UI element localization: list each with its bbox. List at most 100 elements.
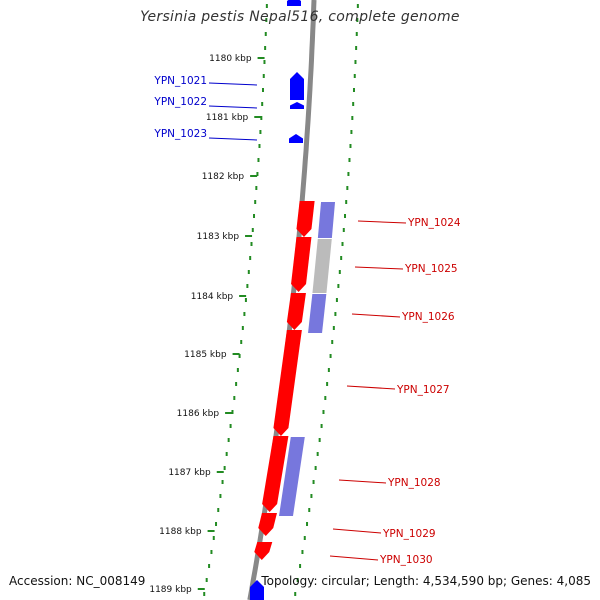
- reverse-gene-label: YPN_1029: [382, 528, 436, 540]
- ruler-tick-label: 1188 kbp: [159, 527, 202, 537]
- inner-scale-dot: [256, 172, 259, 176]
- inner-scale-dot: [233, 396, 236, 400]
- secondary-feature-bar: [278, 437, 305, 516]
- inner-scale-dot: [250, 242, 253, 246]
- reverse-gene-arrow: [254, 542, 273, 560]
- inner-scale-dot: [229, 424, 232, 428]
- inner-scale-dot: [264, 32, 267, 36]
- reverse-gene-arrow: [262, 436, 289, 512]
- inner-scale-dot: [244, 298, 247, 302]
- outer-scale-dot: [335, 298, 338, 302]
- outer-scale-dot: [352, 102, 355, 106]
- inner-scale-dot: [257, 158, 260, 162]
- inner-scale-dot: [227, 438, 230, 442]
- inner-scale-dot: [259, 130, 262, 134]
- inner-scale-dot: [235, 382, 238, 386]
- outer-scale-dot: [331, 340, 334, 344]
- ruler-tick: [216, 471, 224, 473]
- ruler-tick: [207, 530, 215, 532]
- reverse-gene-arrow: [286, 293, 306, 330]
- outer-scale-dot: [338, 270, 341, 274]
- forward-gene-top-arrow: [287, 0, 301, 6]
- inner-scale-dot: [210, 550, 213, 554]
- outer-scale-dot: [296, 578, 299, 582]
- reverse-gene-arrow: [258, 513, 277, 536]
- ruler-tick: [232, 353, 240, 355]
- outer-scale-dot: [344, 214, 347, 218]
- outer-scale-dot: [308, 508, 311, 512]
- reverse-gene-label: YPN_1025: [404, 263, 458, 275]
- outer-scale-dot: [332, 326, 335, 330]
- inner-scale-dot: [261, 102, 264, 106]
- inner-scale-dot: [203, 592, 206, 596]
- outer-scale-dot: [303, 536, 306, 540]
- map-title: Yersinia pestis Nepal516, complete genom…: [140, 9, 460, 25]
- outer-scale-dot: [320, 424, 323, 428]
- ruler-tick-label: 1186 kbp: [177, 409, 220, 419]
- forward-gene-arrow: [290, 72, 304, 100]
- reverse-gene-label: YPN_1024: [407, 217, 461, 229]
- outer-scale-dot: [324, 396, 327, 400]
- topology-label: Topology: circular; Length: 4,534,590 bp…: [261, 574, 591, 588]
- forward-gene-leader: [208, 137, 258, 141]
- reverse-gene-leader: [332, 528, 382, 534]
- forward-gene-arrow: [289, 134, 303, 143]
- ruler-tick: [197, 588, 205, 590]
- inner-scale-dot: [205, 578, 208, 582]
- reverse-gene-leader: [354, 266, 404, 270]
- outer-scale-dot: [346, 186, 349, 190]
- inner-scale-dot: [231, 410, 234, 414]
- inner-scale-dot: [212, 536, 215, 540]
- outer-scale-dot: [322, 410, 325, 414]
- forward-gene-label: YPN_1023: [153, 128, 207, 140]
- outer-scale-dot: [327, 368, 330, 372]
- outer-scale-dot: [299, 564, 302, 568]
- reverse-gene-leader: [346, 385, 396, 390]
- outer-scale-dot: [312, 480, 315, 484]
- outer-scale-dot: [342, 228, 345, 232]
- forward-gene-label: YPN_1022: [153, 96, 207, 108]
- outer-scale-dot: [351, 116, 354, 120]
- outer-scale-dot: [306, 522, 309, 526]
- outer-scale-dot: [326, 382, 329, 386]
- outer-scale-dot: [345, 200, 348, 204]
- inner-scale-dot: [249, 256, 252, 260]
- inner-scale-dot: [246, 284, 249, 288]
- outer-scale-dot: [348, 158, 351, 162]
- reverse-gene-arrow: [291, 237, 312, 292]
- outer-scale-dot: [329, 354, 332, 358]
- ruler-tick-label: 1181 kbp: [206, 113, 249, 123]
- ruler-tick-label: 1185 kbp: [184, 350, 227, 360]
- outer-scale-dot: [349, 144, 352, 148]
- inner-scale-dot: [253, 214, 256, 218]
- outer-scale-dot: [334, 312, 337, 316]
- outer-scale-dot: [354, 60, 357, 64]
- inner-scale-dot: [217, 508, 220, 512]
- outer-scale-dot: [316, 452, 319, 456]
- ruler-tick: [225, 412, 233, 414]
- inner-scale-dot: [261, 88, 264, 92]
- ruler-tick: [245, 235, 253, 237]
- secondary-feature-bar: [317, 202, 336, 238]
- reverse-gene-label: YPN_1027: [396, 384, 450, 396]
- outer-scale-dot: [341, 242, 344, 246]
- reverse-gene-leader: [351, 313, 401, 318]
- forward-gene-bottom-arrow: [250, 580, 264, 600]
- ruler-tick-label: 1184 kbp: [191, 292, 234, 302]
- inner-scale-dot: [262, 74, 265, 78]
- forward-gene-arrow: [290, 102, 304, 109]
- outer-scale-dot: [340, 256, 343, 260]
- ruler-tick: [257, 57, 265, 59]
- reverse-gene-label: YPN_1030: [379, 554, 433, 566]
- inner-scale-dot: [215, 522, 218, 526]
- secondary-feature-bar: [308, 294, 327, 333]
- ruler-tick-label: 1189 kbp: [149, 585, 192, 595]
- inner-scale-dot: [255, 186, 258, 190]
- forward-gene-leader: [208, 82, 258, 86]
- reverse-gene-label: YPN_1028: [387, 477, 441, 489]
- inner-scale-dot: [238, 354, 241, 358]
- reverse-gene-label: YPN_1026: [401, 311, 455, 323]
- inner-scale-dot: [225, 452, 228, 456]
- ruler-tick: [239, 295, 247, 297]
